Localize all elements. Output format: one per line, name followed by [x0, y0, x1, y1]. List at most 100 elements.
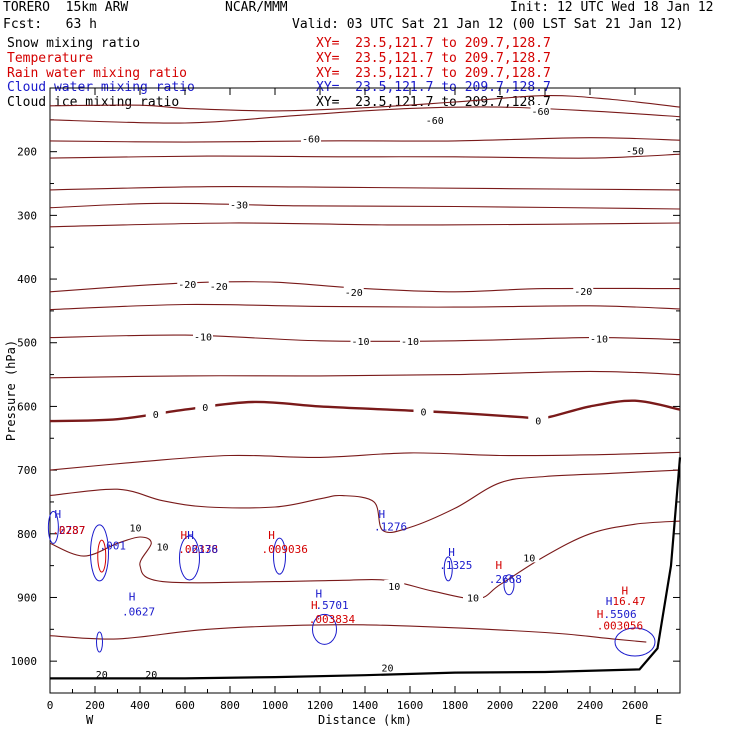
max-annotation: .0627 — [122, 605, 155, 618]
contour-label-bg — [145, 408, 166, 420]
x-tick-label: 2600 — [622, 699, 649, 712]
max-annotation: H — [129, 591, 136, 604]
max-annotation: .1276 — [374, 521, 407, 534]
legend-snow-label: Snow mixing ratio — [7, 36, 141, 51]
contour-label: 20 — [145, 670, 157, 681]
west-label: W — [86, 713, 94, 727]
contour-label: 0 — [153, 410, 159, 421]
contour-label-bg — [177, 278, 198, 290]
x-tick-label: 600 — [175, 699, 195, 712]
mixing-ratio-contour — [614, 627, 656, 657]
mixing-ratio-contour — [47, 510, 59, 544]
mixing-ratio-contour — [443, 556, 453, 582]
x-tick-label: 1800 — [442, 699, 469, 712]
contour-label-bg — [463, 591, 483, 603]
contour-label: -20 — [574, 287, 592, 298]
contour-label: 0 — [202, 403, 208, 414]
contour-label-bg — [141, 667, 162, 679]
contour-label: 20 — [96, 670, 108, 681]
temperature-contour — [49, 520, 681, 600]
valid-time: Valid: 03 UTC Sat 21 Jan 12 (00 LST Sat … — [292, 17, 684, 32]
max-annotation: H — [496, 559, 503, 572]
max-annotation: H — [379, 508, 386, 521]
max-annotation: .003834 — [309, 613, 356, 626]
contour-label-bg — [343, 285, 364, 297]
contour-label-bg — [125, 521, 146, 533]
forecast-hour: Fcst: 63 h — [3, 17, 97, 32]
max-annotation: H — [55, 508, 62, 521]
temperature-contour — [49, 624, 647, 643]
x-tick-label: 400 — [130, 699, 150, 712]
contour-label-bg — [573, 285, 594, 297]
contour-label-bg — [91, 667, 112, 679]
contour-label: -60 — [531, 107, 549, 118]
init-time: Init: 12 UTC Wed 18 Jan 12 — [510, 0, 714, 15]
contour-label-bg — [530, 104, 551, 116]
contour-label-bg — [193, 330, 213, 342]
legend-temperature-xy: XY= 23.5,121.7 to 209.7,128.7 — [316, 51, 551, 66]
x-tick-label: 2400 — [577, 699, 604, 712]
max-annotation: H — [448, 546, 455, 559]
mixing-ratio-contour — [96, 631, 103, 653]
y-tick-label: 500 — [17, 337, 37, 350]
mixing-ratio-contour — [312, 613, 337, 645]
max-annotation: .2668 — [489, 573, 522, 586]
temperature-contour — [49, 222, 681, 228]
max-annotation: .02378 — [178, 543, 218, 556]
mixing-ratio-contour — [503, 574, 515, 596]
max-annotation: .0287 — [52, 524, 85, 537]
contour-label: -60 — [426, 116, 444, 127]
x-tick-label: 2000 — [487, 699, 514, 712]
contour-label: 0 — [535, 416, 541, 427]
x-tick-label: 0 — [47, 699, 54, 712]
y-tick-label: 900 — [17, 591, 37, 604]
legend-rain-label: Rain water mixing ratio — [7, 66, 188, 81]
max-annotation: H — [606, 595, 613, 608]
contour-label-bg — [424, 113, 445, 125]
max-annotation: 16.47 — [613, 595, 646, 608]
contour-label: -10 — [590, 334, 608, 345]
y-tick-label: 200 — [17, 146, 37, 159]
mixing-ratio-contour — [273, 537, 286, 575]
center-title: NCAR/MMM — [225, 0, 288, 15]
x-tick-label: 1200 — [307, 699, 334, 712]
legend-snow-xy: XY= 23.5,121.7 to 209.7,128.7 — [316, 36, 551, 51]
contour-label: 10 — [388, 582, 400, 593]
x-tick-label: 800 — [220, 699, 240, 712]
temperature-contour — [49, 95, 681, 112]
x-tick-label: 1000 — [262, 699, 289, 712]
max-annotation: .009036 — [262, 543, 308, 556]
y-tick-label: 600 — [17, 400, 37, 413]
mixing-ratio-contour — [97, 539, 107, 573]
temperature-contour — [49, 202, 681, 210]
contour-label-bg — [377, 661, 398, 673]
contour-label-bg — [625, 144, 645, 156]
max-annotation: .001 — [100, 540, 127, 553]
plot-frame — [49, 87, 681, 694]
max-annotation: .6136 — [185, 543, 218, 556]
x-tick-label: 2200 — [532, 699, 559, 712]
contour-label: -50 — [626, 146, 644, 157]
temperature-contour — [49, 106, 681, 124]
contour-label-bg — [350, 334, 371, 346]
contour-label: -60 — [302, 134, 320, 145]
contour-label: -20 — [345, 288, 363, 299]
contour-label: -10 — [351, 337, 369, 348]
mixing-ratio-contour — [90, 524, 109, 582]
max-annotation: .003056 — [597, 619, 643, 632]
y-axis-label: Pressure (hPa) — [4, 340, 18, 441]
y-tick-label: 1000 — [11, 655, 38, 668]
temperature-contour — [49, 451, 681, 471]
contour-label: -10 — [401, 337, 419, 348]
x-tick-label: 1400 — [352, 699, 379, 712]
y-tick-label: 400 — [17, 273, 37, 286]
temperature-contour — [49, 303, 681, 311]
temperature-contour — [49, 137, 681, 143]
contour-label: 10 — [156, 543, 168, 554]
temperature-contour — [49, 399, 681, 423]
contour-label-bg — [528, 414, 549, 426]
max-annotation: .1325 — [439, 559, 472, 572]
terrain-line — [50, 457, 682, 680]
max-annotation: .2737 — [52, 524, 85, 537]
